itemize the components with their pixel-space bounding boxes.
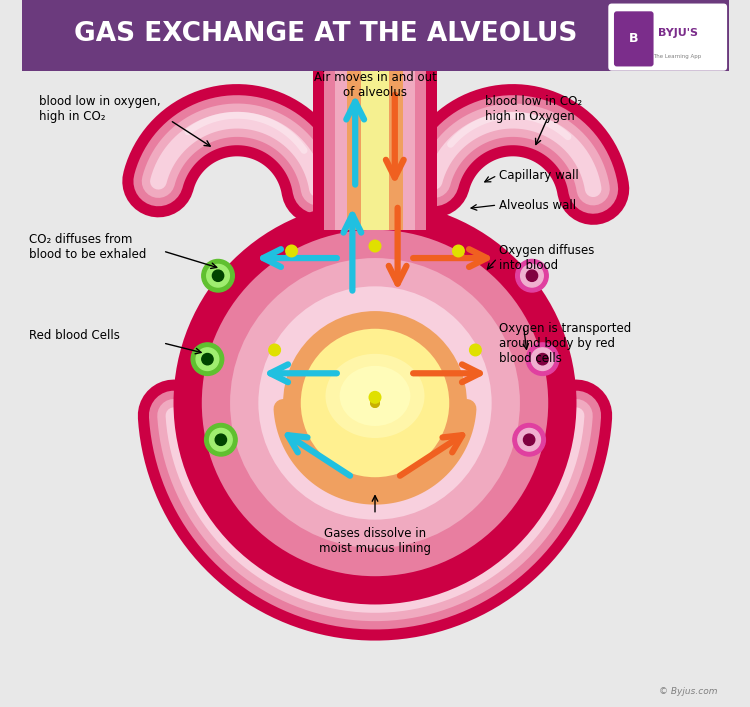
Text: Capillary wall: Capillary wall <box>499 169 578 182</box>
Text: CO₂ diffuses from
blood to be exhaled: CO₂ diffuses from blood to be exhaled <box>28 233 146 262</box>
Circle shape <box>207 264 230 287</box>
Circle shape <box>212 270 223 281</box>
Circle shape <box>202 259 234 292</box>
FancyBboxPatch shape <box>346 71 404 230</box>
Circle shape <box>196 348 219 370</box>
Text: Red blood Cells: Red blood Cells <box>28 329 119 342</box>
Circle shape <box>537 354 548 365</box>
Ellipse shape <box>202 230 548 576</box>
Ellipse shape <box>326 354 424 438</box>
FancyBboxPatch shape <box>361 71 389 230</box>
FancyBboxPatch shape <box>614 11 653 66</box>
Text: GAS EXCHANGE AT THE ALVEOLUS: GAS EXCHANGE AT THE ALVEOLUS <box>74 21 578 47</box>
FancyBboxPatch shape <box>335 71 415 230</box>
Text: Alveolus wall: Alveolus wall <box>499 199 576 211</box>
Ellipse shape <box>230 258 520 548</box>
Circle shape <box>470 344 481 356</box>
Circle shape <box>269 344 280 356</box>
Ellipse shape <box>258 286 492 520</box>
Text: Air moves in and out
of alveolus: Air moves in and out of alveolus <box>314 71 436 99</box>
Ellipse shape <box>340 366 410 426</box>
Circle shape <box>370 399 380 407</box>
Ellipse shape <box>283 311 467 495</box>
Circle shape <box>286 245 297 257</box>
Circle shape <box>209 428 232 451</box>
Text: The Learning App: The Learning App <box>653 54 702 59</box>
Ellipse shape <box>173 201 577 604</box>
Circle shape <box>520 264 543 287</box>
Text: Gases dissolve in
moist mucus lining: Gases dissolve in moist mucus lining <box>319 527 431 555</box>
Text: blood low in oxygen,
high in CO₂: blood low in oxygen, high in CO₂ <box>39 95 160 124</box>
Text: blood low in CO₂
high in Oxygen: blood low in CO₂ high in Oxygen <box>484 95 582 124</box>
Circle shape <box>513 423 545 456</box>
FancyBboxPatch shape <box>324 71 426 230</box>
Text: © Byjus.com: © Byjus.com <box>659 687 718 696</box>
Circle shape <box>518 428 541 451</box>
Text: Oxygen is transported
around body by red
blood cells: Oxygen is transported around body by red… <box>499 322 631 365</box>
FancyBboxPatch shape <box>313 71 437 230</box>
Circle shape <box>531 348 554 370</box>
FancyBboxPatch shape <box>22 0 728 71</box>
Ellipse shape <box>297 325 453 481</box>
Ellipse shape <box>301 329 449 477</box>
Text: B: B <box>629 32 638 45</box>
FancyBboxPatch shape <box>375 71 404 230</box>
FancyBboxPatch shape <box>375 71 437 230</box>
Ellipse shape <box>284 312 466 493</box>
Ellipse shape <box>311 341 439 450</box>
Circle shape <box>516 259 548 292</box>
Ellipse shape <box>340 366 410 426</box>
Circle shape <box>369 392 381 403</box>
FancyBboxPatch shape <box>608 4 727 71</box>
Circle shape <box>524 434 535 445</box>
Circle shape <box>205 423 237 456</box>
Circle shape <box>370 399 380 407</box>
Circle shape <box>526 343 559 375</box>
Circle shape <box>215 434 226 445</box>
Ellipse shape <box>326 354 424 438</box>
FancyBboxPatch shape <box>375 71 415 230</box>
Text: Oxygen diffuses
into blood: Oxygen diffuses into blood <box>499 244 594 272</box>
Circle shape <box>202 354 213 365</box>
Text: BYJU'S: BYJU'S <box>658 28 698 38</box>
Circle shape <box>526 270 538 281</box>
Circle shape <box>191 343 224 375</box>
Ellipse shape <box>311 341 439 450</box>
Circle shape <box>369 240 381 252</box>
FancyBboxPatch shape <box>375 71 426 230</box>
Ellipse shape <box>354 378 396 414</box>
Circle shape <box>453 245 464 257</box>
